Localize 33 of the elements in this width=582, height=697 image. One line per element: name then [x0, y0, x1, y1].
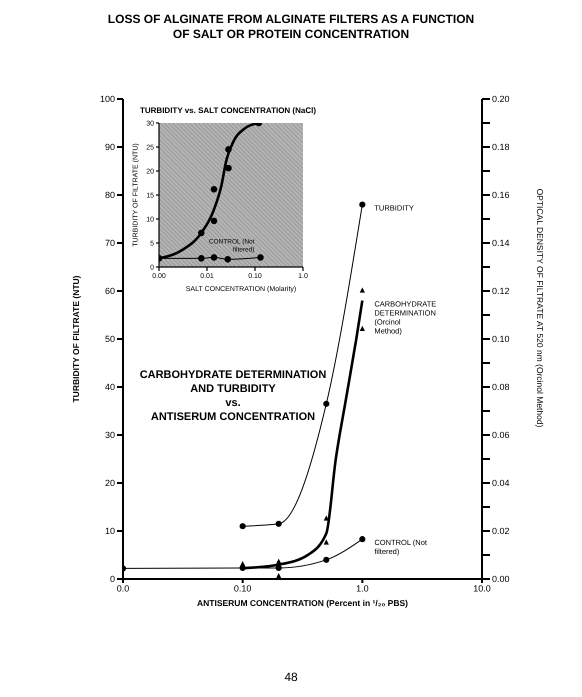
x-tick-label: 0.10: [234, 583, 252, 594]
y2-tick-label: 0.14: [492, 238, 510, 248]
y-tick-label: 30: [104, 430, 115, 440]
y-tick-label: 90: [104, 142, 115, 152]
y2-axis-title: OPTICAL DENSITY OF FILTRATE AT 520 nm (Orcinol Method): [535, 188, 545, 428]
y2-tick-label: 0.12: [492, 286, 510, 296]
y2-tick-label: 0.00: [492, 574, 510, 584]
y2-tick-label: 0.04: [492, 478, 510, 488]
y-tick-label: 100: [100, 94, 115, 104]
text: 48: [283, 670, 299, 684]
y2-tick-label: 0.20: [492, 94, 510, 104]
y-tick-label: 20: [104, 478, 115, 488]
y-tick-label: 60: [104, 286, 115, 296]
y2-tick-label: 0.16: [492, 190, 510, 200]
y-axis-title: TURBIDITY OF FILTRATE (NTU): [71, 275, 81, 403]
y-tick-label: 80: [104, 190, 115, 200]
x-tick-label: 10.0: [473, 583, 491, 594]
y2-tick-label: 0.02: [492, 526, 510, 536]
y-tick-label: 10: [104, 526, 115, 536]
y-tick-label: 50: [104, 334, 115, 344]
y2-tick-label: 0.10: [492, 334, 510, 344]
x-tick-label: 1.0: [356, 583, 369, 594]
chart-title: TURBIDITY vs. SALT CONCENTRATION (NaCl): [138, 106, 317, 115]
chart-title: LOSS OF ALGINATE FROM ALGINATE FILTERS AS A FUNCTION OF SALT OR PROTEIN CONCENTRATION: [106, 12, 476, 42]
y2-tick-label: 0.06: [492, 430, 510, 440]
y2-tick-label: 0.08: [492, 382, 510, 392]
y-tick-label: 0: [110, 574, 115, 584]
y-tick-label: 70: [104, 238, 115, 248]
x-axis-title: ANTISERUM CONCENTRATION (Percent in ¹/₂₀ PBS): [196, 598, 409, 608]
x-tick-label: 0.0: [116, 583, 130, 594]
y2-tick-label: 0.18: [492, 142, 510, 152]
y-tick-label: 40: [104, 382, 115, 392]
annotation: CARBOHYDRATE DETERMINATION AND TURBIDITY vs. ANTISERUM CONCENTRATION: [138, 368, 328, 424]
